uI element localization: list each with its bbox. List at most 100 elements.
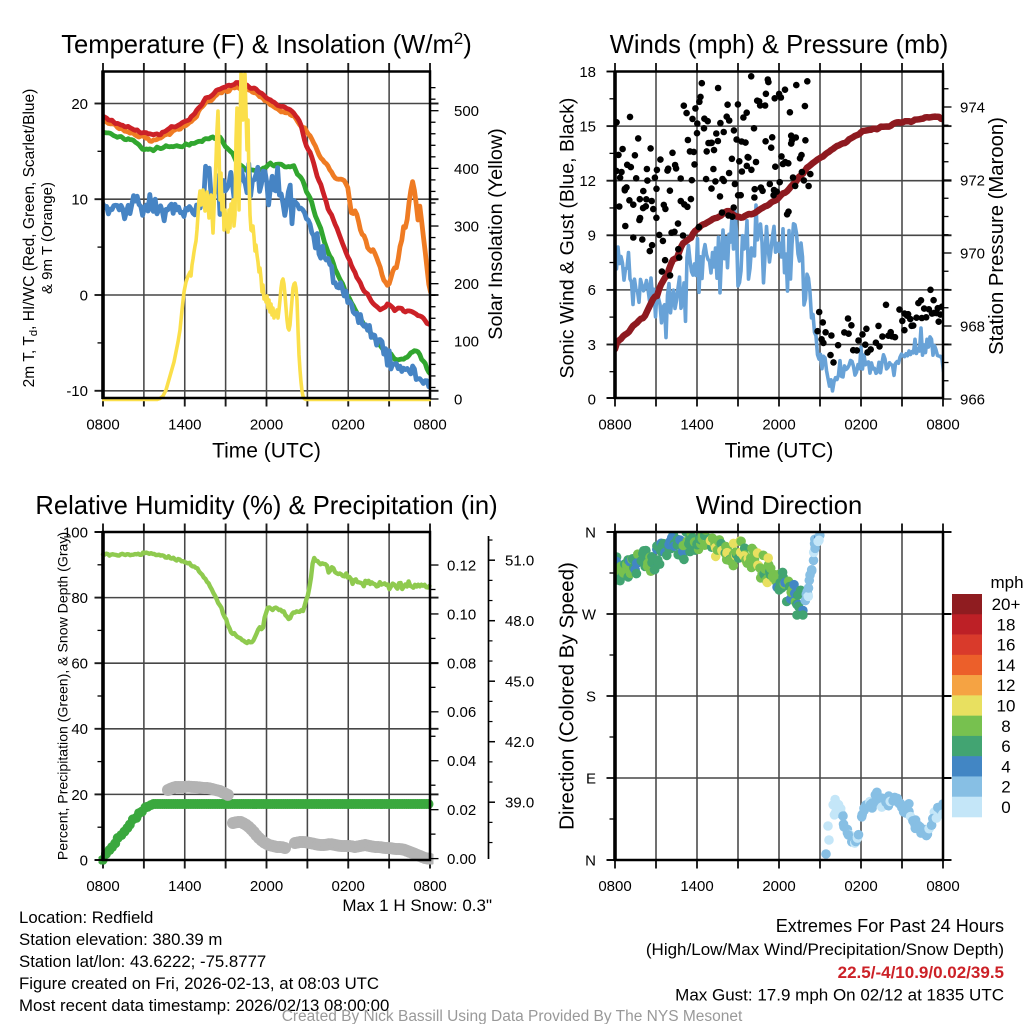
svg-text:100: 100 xyxy=(454,334,479,351)
svg-text:6: 6 xyxy=(588,282,596,299)
svg-text:48.0: 48.0 xyxy=(505,613,534,630)
svg-text:& 9m T (Orange): & 9m T (Orange) xyxy=(39,182,56,294)
svg-text:0.08: 0.08 xyxy=(447,655,476,672)
svg-text:20+: 20+ xyxy=(992,595,1021,614)
svg-text:0800: 0800 xyxy=(413,417,446,434)
svg-text:N: N xyxy=(585,852,596,869)
svg-text:mph: mph xyxy=(990,573,1023,592)
svg-text:45.0: 45.0 xyxy=(505,674,534,691)
svg-text:10: 10 xyxy=(71,192,88,209)
svg-text:14: 14 xyxy=(997,656,1016,675)
svg-text:Station elevation: 380.39 m: Station elevation: 380.39 m xyxy=(19,930,222,949)
svg-text:0200: 0200 xyxy=(332,878,365,895)
svg-text:0800: 0800 xyxy=(86,878,119,895)
svg-text:0: 0 xyxy=(80,287,88,304)
svg-text:18: 18 xyxy=(997,615,1016,634)
svg-text:1400: 1400 xyxy=(168,878,201,895)
svg-text:0: 0 xyxy=(588,391,596,408)
svg-text:0.06: 0.06 xyxy=(447,704,476,721)
svg-text:300: 300 xyxy=(454,218,479,235)
svg-text:2: 2 xyxy=(1001,778,1010,797)
svg-text:0.00: 0.00 xyxy=(447,851,476,868)
svg-text:Most recent data timestamp: 20: Most recent data timestamp: 2026/02/13 0… xyxy=(19,996,389,1015)
svg-text:Extremes For Past 24 Hours: Extremes For Past 24 Hours xyxy=(776,916,1004,936)
svg-text:40: 40 xyxy=(71,721,88,738)
svg-text:0800: 0800 xyxy=(413,878,446,895)
svg-text:0200: 0200 xyxy=(844,417,877,434)
svg-text:Relative Humidity (%) & Precip: Relative Humidity (%) & Precipitation (i… xyxy=(35,492,497,520)
svg-text:Percent, Precipitation (Green): Percent, Precipitation (Green), & Snow D… xyxy=(55,532,71,860)
svg-text:-10: -10 xyxy=(66,383,88,400)
svg-text:0800: 0800 xyxy=(926,417,959,434)
svg-text:0.04: 0.04 xyxy=(447,753,476,770)
svg-text:0800: 0800 xyxy=(598,417,631,434)
svg-text:0: 0 xyxy=(1001,798,1010,817)
svg-text:20: 20 xyxy=(71,96,88,113)
svg-text:18: 18 xyxy=(579,64,596,81)
svg-text:0: 0 xyxy=(454,391,462,408)
svg-text:Max 1 H Snow: 0.3": Max 1 H Snow: 0.3" xyxy=(342,896,492,915)
svg-text:3: 3 xyxy=(588,337,596,354)
svg-text:2m T, Td, HI/WC (Red, Green, S: 2m T, Td, HI/WC (Red, Green, Scarlet/Blu… xyxy=(21,89,40,388)
svg-text:Direction (Colored By Speed): Direction (Colored By Speed) xyxy=(556,562,579,830)
svg-text:2000: 2000 xyxy=(250,417,283,434)
svg-text:2000: 2000 xyxy=(250,878,283,895)
svg-text:0800: 0800 xyxy=(926,878,959,895)
svg-text:100: 100 xyxy=(63,524,88,541)
svg-text:60: 60 xyxy=(71,656,88,673)
svg-text:972: 972 xyxy=(960,172,985,189)
svg-text:970: 970 xyxy=(960,245,985,262)
svg-text:Station lat/lon: 43.6222; -75.: Station lat/lon: 43.6222; -75.8777 xyxy=(19,952,266,971)
svg-text:9: 9 xyxy=(588,228,596,245)
svg-text:Location: Redfield: Location: Redfield xyxy=(19,908,153,927)
svg-text:974: 974 xyxy=(960,99,985,116)
svg-text:0.02: 0.02 xyxy=(447,802,476,819)
svg-text:22.5/-4/10.9/0.02/39.5: 22.5/-4/10.9/0.02/39.5 xyxy=(838,963,1004,982)
svg-text:2000: 2000 xyxy=(762,878,795,895)
svg-text:200: 200 xyxy=(454,276,479,293)
svg-text:966: 966 xyxy=(960,391,985,408)
svg-text:15: 15 xyxy=(579,119,596,136)
svg-text:0800: 0800 xyxy=(86,417,119,434)
svg-text:10: 10 xyxy=(997,697,1016,716)
svg-text:4: 4 xyxy=(1001,757,1010,776)
svg-text:80: 80 xyxy=(71,590,88,607)
svg-text:16: 16 xyxy=(997,636,1016,655)
svg-text:W: W xyxy=(582,606,597,623)
svg-text:Temperature (F) & Insolation (: Temperature (F) & Insolation (W/m2) xyxy=(61,29,472,59)
svg-text:Time (UTC): Time (UTC) xyxy=(212,440,321,463)
svg-text:Figure created on Fri, 2026-02: Figure created on Fri, 2026-02-13, at 08… xyxy=(19,974,379,993)
svg-text:20: 20 xyxy=(71,787,88,804)
svg-text:968: 968 xyxy=(960,318,985,335)
svg-text:1400: 1400 xyxy=(680,417,713,434)
svg-text:Created By Nick Bassill Using: Created By Nick Bassill Using Data Provi… xyxy=(282,1008,743,1024)
svg-text:12: 12 xyxy=(997,676,1016,695)
svg-text:51.0: 51.0 xyxy=(505,553,534,570)
svg-text:Winds (mph) & Pressure (mb): Winds (mph) & Pressure (mb) xyxy=(610,31,948,59)
svg-text:S: S xyxy=(586,688,596,705)
svg-text:42.0: 42.0 xyxy=(505,734,534,751)
svg-text:12: 12 xyxy=(579,173,596,190)
svg-text:400: 400 xyxy=(454,161,479,178)
svg-text:Solar Insolation (Yellow): Solar Insolation (Yellow) xyxy=(485,128,507,339)
svg-text:500: 500 xyxy=(454,103,479,120)
svg-text:0200: 0200 xyxy=(332,417,365,434)
svg-text:E: E xyxy=(586,770,596,787)
svg-text:0.12: 0.12 xyxy=(447,557,476,574)
svg-text:1400: 1400 xyxy=(168,417,201,434)
svg-text:0800: 0800 xyxy=(598,878,631,895)
svg-text:Max Gust: 17.9 mph On 02/12 at: Max Gust: 17.9 mph On 02/12 at 1835 UTC xyxy=(675,986,1004,1005)
svg-text:Sonic Wind & Gust (Blue, Black: Sonic Wind & Gust (Blue, Black) xyxy=(557,98,579,379)
svg-text:8: 8 xyxy=(1001,717,1010,736)
svg-text:N: N xyxy=(585,524,596,541)
svg-text:2000: 2000 xyxy=(762,417,795,434)
svg-text:(High/Low/Max Wind/Precipitati: (High/Low/Max Wind/Precipitation/Snow De… xyxy=(646,940,1004,959)
svg-text:0200: 0200 xyxy=(844,878,877,895)
svg-text:Wind Direction: Wind Direction xyxy=(696,492,862,520)
svg-text:0.10: 0.10 xyxy=(447,606,476,623)
svg-text:Time (UTC): Time (UTC) xyxy=(725,440,834,463)
svg-text:Station Pressure (Maroon): Station Pressure (Maroon) xyxy=(986,117,1008,355)
svg-text:0: 0 xyxy=(80,852,88,869)
svg-text:6: 6 xyxy=(1001,737,1010,756)
svg-text:39.0: 39.0 xyxy=(505,795,534,812)
